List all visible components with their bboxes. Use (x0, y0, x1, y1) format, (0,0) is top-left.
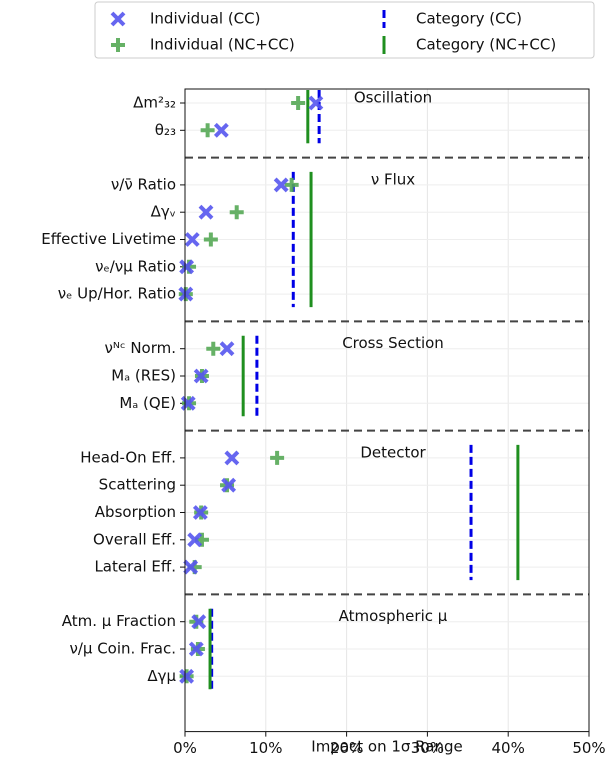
marker-x (180, 395, 196, 411)
marker-x (188, 641, 204, 657)
y-tick-label: Δγᵥ (151, 203, 176, 221)
marker-plus (200, 123, 215, 138)
y-tick-label: Atm. μ Fraction (62, 612, 176, 630)
y-tick-label: θ₂₃ (155, 121, 176, 139)
marker-plus (270, 450, 285, 465)
marker-x (213, 122, 229, 138)
y-tick-label: νᴺᶜ Norm. (105, 339, 176, 357)
x-tick-label: 40% (492, 739, 525, 757)
x-tick-label: 50% (572, 739, 605, 757)
y-tick-label: Effective Livetime (41, 230, 176, 248)
marker-x (221, 477, 237, 493)
x-tick-label: 10% (249, 739, 282, 757)
y-tick-label: ν/μ Coin. Frac. (69, 640, 176, 658)
group-label: ν Flux (371, 170, 415, 188)
y-tick-label: ν/ν̄ Ratio (111, 175, 176, 193)
group-label: Detector (360, 443, 426, 461)
y-tick-label: Head-On Eff. (80, 448, 176, 466)
y-tick-label: νₑ Up/Hor. Ratio (58, 285, 176, 303)
marker-x (110, 11, 126, 27)
marker-plus (203, 232, 218, 247)
marker-x (224, 450, 240, 466)
y-tick-label: Δm²₃₂ (133, 94, 176, 112)
marker-plus (229, 205, 244, 220)
y-tick-label: Scattering (99, 476, 176, 494)
plot-frame (184, 88, 590, 733)
marker-x (193, 368, 209, 384)
marker-plus (291, 96, 306, 110)
x-tick-label: 30% (411, 739, 444, 757)
marker-x (187, 532, 203, 548)
marker-x (179, 668, 195, 684)
marker-x (308, 95, 324, 111)
marker-plus (284, 177, 299, 192)
marker-x (178, 286, 194, 302)
group-label: Oscillation (354, 89, 432, 107)
marker-x (191, 614, 207, 630)
y-tick-label: νₑ/νμ Ratio (95, 257, 176, 275)
y-tick-label: Absorption (95, 503, 176, 521)
marker-x (192, 505, 208, 520)
legend-label: Individual (NC+CC) (150, 36, 295, 54)
legend-label: Category (NC+CC) (416, 36, 556, 54)
marker-x (198, 204, 214, 220)
marker-x (184, 232, 200, 247)
y-tick-label: Overall Eff. (93, 530, 176, 548)
legend-box (94, 1, 595, 59)
marker-x (273, 177, 289, 193)
marker-x (179, 259, 195, 275)
legend-label: Individual (CC) (150, 10, 260, 28)
group-label: Atmospheric μ (339, 607, 448, 625)
x-tick-label: 20% (330, 739, 363, 757)
y-tick-label: Mₐ (RES) (111, 367, 176, 385)
marker-plus (206, 341, 221, 356)
y-tick-label: Lateral Eff. (94, 558, 176, 576)
legend-label: Category (CC) (416, 10, 522, 28)
marker-plus (111, 38, 125, 52)
marker-x (219, 341, 235, 357)
y-tick-label: Δγμ (147, 667, 176, 685)
group-label: Cross Section (342, 334, 444, 352)
marker-x (183, 559, 199, 575)
y-tick-label: Mₐ (QE) (119, 394, 176, 412)
x-axis-label: Impact on 1σ Range (311, 738, 462, 756)
x-tick-label: 0% (173, 739, 197, 757)
